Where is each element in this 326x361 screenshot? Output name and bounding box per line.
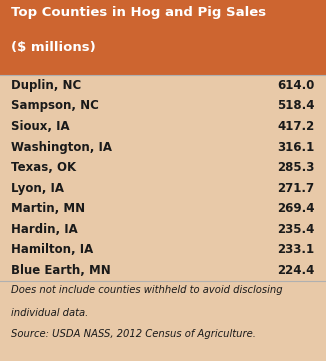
Text: 518.4: 518.4	[277, 99, 315, 113]
Bar	[0, 0, 326, 75]
Text: 316.1: 316.1	[277, 140, 315, 154]
Text: Sioux, IA: Sioux, IA	[11, 120, 70, 133]
Text: Does not include counties withheld to avoid disclosing: Does not include counties withheld to av…	[11, 285, 283, 295]
Text: Top Counties in Hog and Pig Sales: Top Counties in Hog and Pig Sales	[11, 6, 267, 19]
Text: 269.4: 269.4	[277, 202, 315, 216]
Text: ($ millions): ($ millions)	[11, 41, 96, 54]
Text: Hamilton, IA: Hamilton, IA	[11, 243, 94, 257]
Text: Source: USDA NASS, 2012 Census of Agriculture.: Source: USDA NASS, 2012 Census of Agricu…	[11, 329, 256, 339]
Text: 614.0: 614.0	[277, 79, 315, 92]
Text: 233.1: 233.1	[277, 243, 315, 257]
Text: Martin, MN: Martin, MN	[11, 202, 85, 216]
Text: Sampson, NC: Sampson, NC	[11, 99, 99, 113]
Text: 271.7: 271.7	[277, 182, 315, 195]
Text: Texas, OK: Texas, OK	[11, 161, 77, 174]
Text: 417.2: 417.2	[277, 120, 315, 133]
Text: 224.4: 224.4	[277, 264, 315, 277]
Text: Washington, IA: Washington, IA	[11, 140, 112, 154]
Text: 285.3: 285.3	[277, 161, 315, 174]
Text: 235.4: 235.4	[277, 223, 315, 236]
Text: Hardin, IA: Hardin, IA	[11, 223, 78, 236]
Text: Lyon, IA: Lyon, IA	[11, 182, 65, 195]
Text: Blue Earth, MN: Blue Earth, MN	[11, 264, 111, 277]
Text: individual data.: individual data.	[11, 308, 89, 318]
Text: Duplin, NC: Duplin, NC	[11, 79, 82, 92]
